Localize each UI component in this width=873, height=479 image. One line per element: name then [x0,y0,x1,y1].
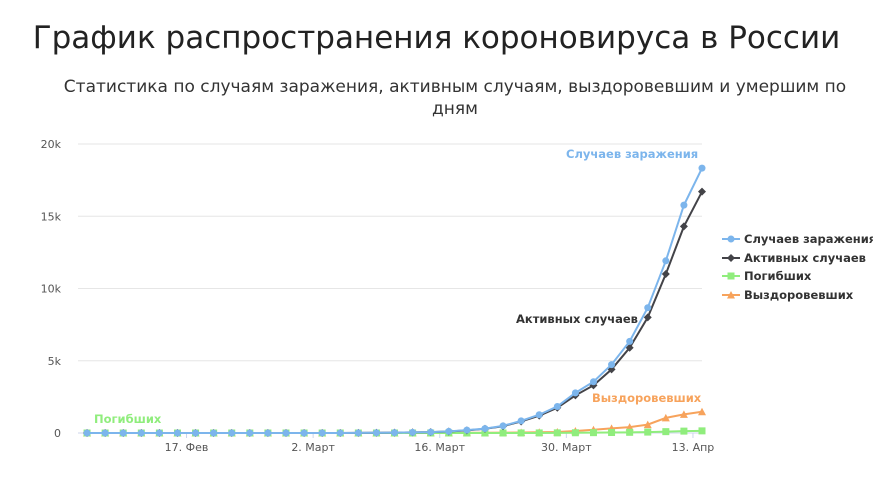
legend-label: Погибших [744,269,812,284]
data-point[interactable] [589,378,597,386]
data-point[interactable] [643,420,652,429]
series-0 [83,164,706,437]
data-point[interactable] [571,389,579,397]
data-point[interactable] [264,429,272,437]
data-point[interactable] [698,427,706,435]
data-point[interactable] [679,222,688,231]
data-point[interactable] [445,427,453,435]
legend-symbol [722,253,740,262]
data-point[interactable] [662,428,670,436]
data-point[interactable] [608,361,616,369]
data-point[interactable] [481,425,489,433]
series-label-deaths: Погибших [94,412,162,426]
x-axis-ticks: 17. Фев 2. Март 16. Март 30. Март 13. Апр [165,433,715,454]
data-point[interactable] [661,270,670,279]
data-point[interactable] [137,429,145,437]
x-tick-label: 30. Март [541,441,592,454]
data-point[interactable] [463,426,471,434]
legend: Случаев заражения Активных случаев Погибши… [722,230,873,304]
data-point[interactable] [535,411,543,419]
x-tick-label: 16. Март [414,441,465,454]
data-point[interactable] [698,407,706,416]
data-point[interactable] [698,164,706,172]
data-point[interactable] [589,429,597,437]
data-point[interactable] [662,257,670,265]
chart-title: График распространения короновируса в Ро… [32,20,841,56]
data-point[interactable] [481,429,489,437]
data-point[interactable] [608,429,616,437]
data-point[interactable] [535,429,543,437]
data-point[interactable] [698,187,706,196]
legend-item[interactable]: Погибших [722,267,873,286]
data-point[interactable] [409,428,417,436]
data-point[interactable] [228,429,236,437]
data-point[interactable] [155,429,163,437]
data-point[interactable] [391,429,399,437]
y-tick-label: 10k [41,283,62,296]
legend-item[interactable]: Выздоровевших [722,286,873,305]
data-point[interactable] [119,429,127,437]
y-tick-label: 15k [41,210,62,223]
data-point[interactable] [372,429,380,437]
data-point[interactable] [499,429,507,437]
legend-item[interactable]: Случаев заражения [722,230,873,249]
x-tick-label: 2. Март [291,441,335,454]
y-tick-label: 20k [41,138,62,151]
y-tick-label: 0 [54,427,61,440]
data-point[interactable] [553,429,561,437]
data-point[interactable] [644,428,652,436]
data-point[interactable] [336,429,344,437]
data-point[interactable] [517,417,525,425]
data-point[interactable] [300,429,308,437]
data-point[interactable] [553,402,561,410]
series-label-cases: Случаев заражения [566,147,698,161]
data-point[interactable] [210,429,218,437]
legend-symbol [722,290,740,299]
y-tick-label: 5k [48,355,62,368]
data-point[interactable] [643,313,652,322]
legend-label: Выздоровевших [744,287,854,302]
data-point[interactable] [192,429,200,437]
data-point[interactable] [101,429,109,437]
legend-label: Случаев заражения [744,232,873,247]
data-point[interactable] [626,337,634,345]
data-point[interactable] [644,304,652,312]
legend-symbol [722,235,740,243]
data-point[interactable] [427,428,435,436]
series-label-recovered: Выздоровевших [592,391,702,405]
data-point[interactable] [517,429,525,437]
data-point[interactable] [679,410,688,418]
data-point[interactable] [318,429,326,437]
data-point[interactable] [499,422,507,430]
data-point[interactable] [626,428,634,436]
data-point[interactable] [680,427,688,435]
data-point[interactable] [83,429,91,437]
series-label-active: Активных случаев [516,312,638,326]
data-point[interactable] [625,423,634,431]
data-point[interactable] [173,429,181,437]
legend-symbol [722,272,740,280]
y-axis-ticks: 0 5k 10k 15k 20k [41,138,62,440]
x-tick-label: 13. Апр [672,441,715,454]
data-point[interactable] [282,429,290,437]
series-layer [83,164,706,437]
data-point[interactable] [354,429,362,437]
grid-lines [78,143,702,434]
legend-item[interactable]: Активных случаев [722,249,873,268]
legend-label: Активных случаев [744,250,866,265]
data-point[interactable] [625,343,634,352]
data-point[interactable] [680,201,688,209]
x-tick-label: 17. Фев [165,441,209,454]
data-point[interactable] [246,429,254,437]
data-point[interactable] [661,413,670,422]
data-point[interactable] [571,429,579,437]
chart-subtitle: Статистика по случаям заражения, активны… [63,77,847,119]
